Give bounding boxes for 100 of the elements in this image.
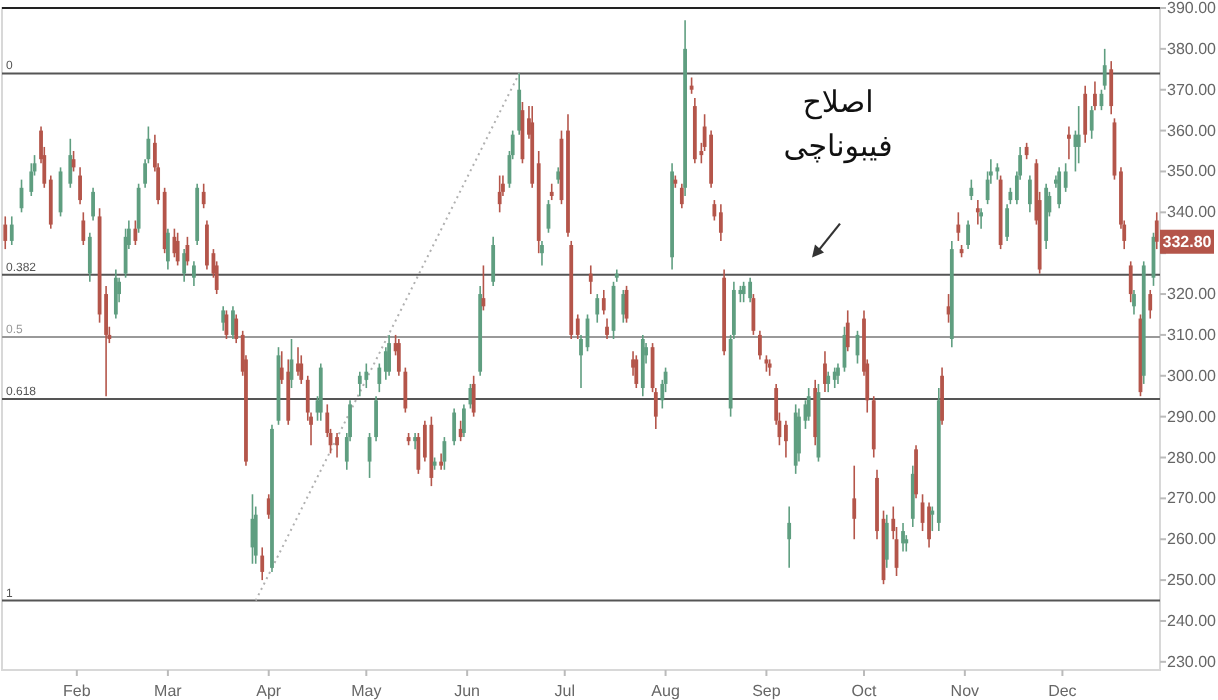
candlestick xyxy=(679,182,684,210)
y-tick-label: 240.00 xyxy=(1167,611,1218,630)
y-tick-label: 380.00 xyxy=(1167,39,1218,58)
candlestick xyxy=(975,199,980,226)
candlestick xyxy=(123,227,128,279)
candlestick xyxy=(442,436,447,471)
candlestick xyxy=(87,231,92,283)
y-tick-label: 360.00 xyxy=(1167,121,1218,140)
candlestick xyxy=(133,219,138,246)
candlestick xyxy=(374,395,378,442)
candlestick xyxy=(471,374,476,418)
candlestick xyxy=(787,505,792,569)
y-tick-label: 280.00 xyxy=(1167,448,1218,467)
candlestick xyxy=(784,419,788,459)
candlestick xyxy=(1093,80,1097,111)
candlestick xyxy=(966,219,970,250)
y-tick-label: 230.00 xyxy=(1167,652,1218,671)
y-tick-label: 290.00 xyxy=(1167,407,1218,426)
candlestick xyxy=(1102,48,1107,91)
candlestick xyxy=(497,174,502,214)
candlestick xyxy=(1128,260,1133,304)
candlestick xyxy=(1132,289,1136,316)
x-tick-label: May xyxy=(351,682,382,700)
candlestick xyxy=(832,366,837,389)
candlestick xyxy=(927,501,931,549)
y-tick-label: 390.00 xyxy=(1167,0,1218,17)
candlestick xyxy=(718,203,723,242)
candlestick xyxy=(758,330,762,361)
candlestick xyxy=(852,464,857,541)
candlestick xyxy=(549,182,554,201)
candlestick xyxy=(491,236,496,287)
candlestick xyxy=(595,293,600,324)
x-tick-label: Feb xyxy=(63,682,92,700)
y-tick-label: 260.00 xyxy=(1167,530,1218,549)
candlestick xyxy=(979,207,983,230)
candlestick xyxy=(940,366,944,426)
candlestick xyxy=(175,231,180,267)
candlestick xyxy=(540,240,544,267)
x-tick-label: Jul xyxy=(554,682,576,700)
candlestick xyxy=(81,211,86,246)
y-tick-label: 370.00 xyxy=(1167,80,1218,99)
y-tick-label: 300.00 xyxy=(1167,366,1218,385)
candlestick xyxy=(192,260,196,287)
candlestick xyxy=(751,293,756,336)
candlestick xyxy=(601,289,606,316)
x-tick-label: Nov xyxy=(950,682,980,700)
candlestick xyxy=(299,354,304,385)
candlestick xyxy=(1148,289,1153,320)
candlestick xyxy=(78,166,82,205)
candlestick xyxy=(1109,60,1114,116)
candlestick xyxy=(621,289,626,324)
candlestick xyxy=(605,317,609,340)
candlestick xyxy=(914,444,918,500)
candlestick xyxy=(1027,174,1032,214)
candlestick xyxy=(29,162,34,197)
x-tick-label: Jun xyxy=(454,682,481,700)
candlestick xyxy=(634,354,639,389)
candlestick xyxy=(588,264,593,295)
x-tick-label: Dec xyxy=(1048,682,1077,700)
x-tick-label: Sep xyxy=(752,682,782,700)
candlestick xyxy=(452,407,457,447)
x-tick-label: Mar xyxy=(154,682,183,700)
y-tick-label: 250.00 xyxy=(1167,571,1218,590)
candlestick xyxy=(357,370,362,398)
candlestick xyxy=(1067,125,1071,160)
candlestick xyxy=(845,309,850,353)
candlestick xyxy=(172,227,177,259)
candlestick xyxy=(458,419,463,442)
candlestick xyxy=(956,211,961,242)
y-tick-label: 310.00 xyxy=(1167,325,1218,344)
candlestick xyxy=(3,215,8,250)
x-tick-label: Oct xyxy=(851,682,878,700)
candlestick xyxy=(969,178,974,201)
candlestick xyxy=(68,137,73,189)
candlestick xyxy=(201,182,206,210)
y-tick-label: 270.00 xyxy=(1167,489,1218,508)
candlestick xyxy=(1083,84,1088,144)
candlestick xyxy=(335,432,339,459)
candlestick xyxy=(1076,105,1081,165)
candlestick xyxy=(91,187,95,222)
candlestick xyxy=(231,305,235,340)
candlestick xyxy=(826,370,831,393)
candlestick xyxy=(260,546,265,581)
y-tick-label: 350.00 xyxy=(1167,162,1218,181)
candlestick xyxy=(836,362,840,385)
annotation: اصلاح فیبوناچی xyxy=(781,81,895,168)
candlestick xyxy=(806,387,811,422)
y-tick-label: 340.00 xyxy=(1167,203,1218,222)
annotation: 332.80 xyxy=(1162,232,1213,251)
candlestick xyxy=(823,350,827,393)
candlestick xyxy=(1089,105,1094,140)
candlestick xyxy=(416,432,421,475)
candlestick xyxy=(205,219,209,271)
x-tick-label: Aug xyxy=(651,682,680,700)
candlestick xyxy=(387,334,391,377)
candlestick xyxy=(113,268,118,320)
candlestick xyxy=(910,464,915,528)
candlestick xyxy=(901,522,905,553)
x-tick-label: Apr xyxy=(256,682,282,700)
candlestick xyxy=(9,215,14,246)
